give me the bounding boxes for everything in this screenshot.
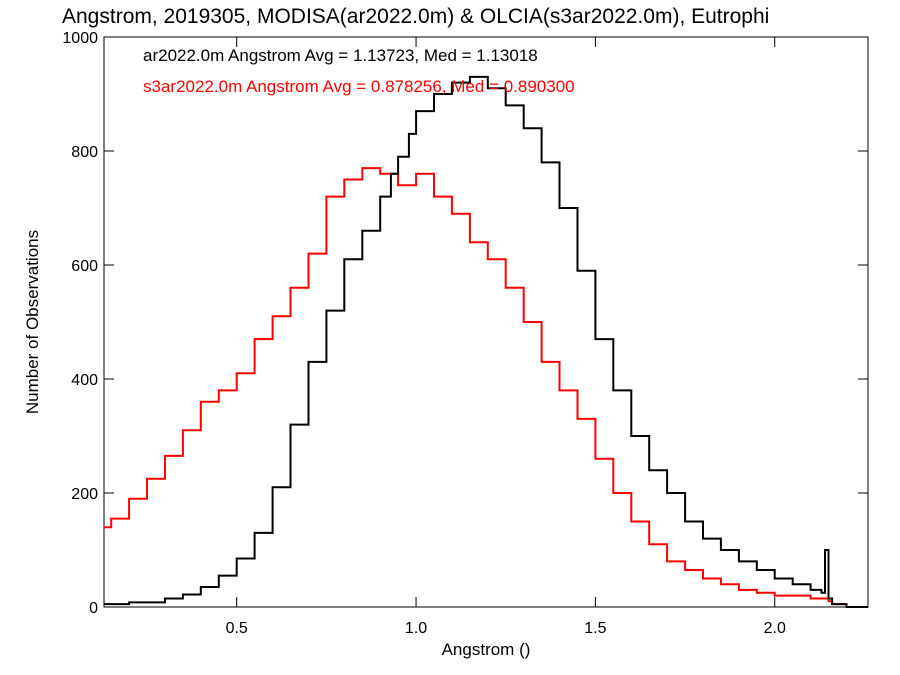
x-tick-label: 2.0 (764, 620, 786, 637)
chart-title: Angstrom, 2019305, MODISA(ar2022.0m) & O… (62, 5, 769, 28)
y-tick-label: 400 (71, 372, 98, 389)
annotations: ar2022.0m Angstrom Avg = 1.13723, Med = … (143, 46, 575, 96)
x-axis-title: Angstrom () (442, 640, 531, 659)
histogram-series-2 (104, 167, 868, 608)
histogram-series-1 (104, 75, 868, 608)
stats-annotation-2: s3ar2022.0m Angstrom Avg = 0.878256, Med… (143, 77, 575, 96)
y-tick-label: 800 (71, 144, 98, 161)
x-tick-label: 1.5 (584, 620, 606, 637)
y-tick-label: 1000 (62, 30, 98, 47)
y-tick-label: 0 (89, 600, 98, 617)
y-axis-title: Number of Observations (23, 230, 42, 414)
axes: 0.5 1.0 1.5 2.0 0 200 400 600 800 1000 (62, 30, 868, 637)
x-tick-label: 0.5 (226, 620, 248, 637)
x-tick-label: 1.0 (405, 620, 427, 637)
plot-frame-rect (103, 36, 869, 608)
y-tick-label: 200 (71, 486, 98, 503)
stats-annotation-1: ar2022.0m Angstrom Avg = 1.13723, Med = … (143, 46, 538, 65)
plot-series (104, 75, 868, 608)
plot-frame (103, 36, 869, 608)
y-tick-label: 600 (71, 258, 98, 275)
